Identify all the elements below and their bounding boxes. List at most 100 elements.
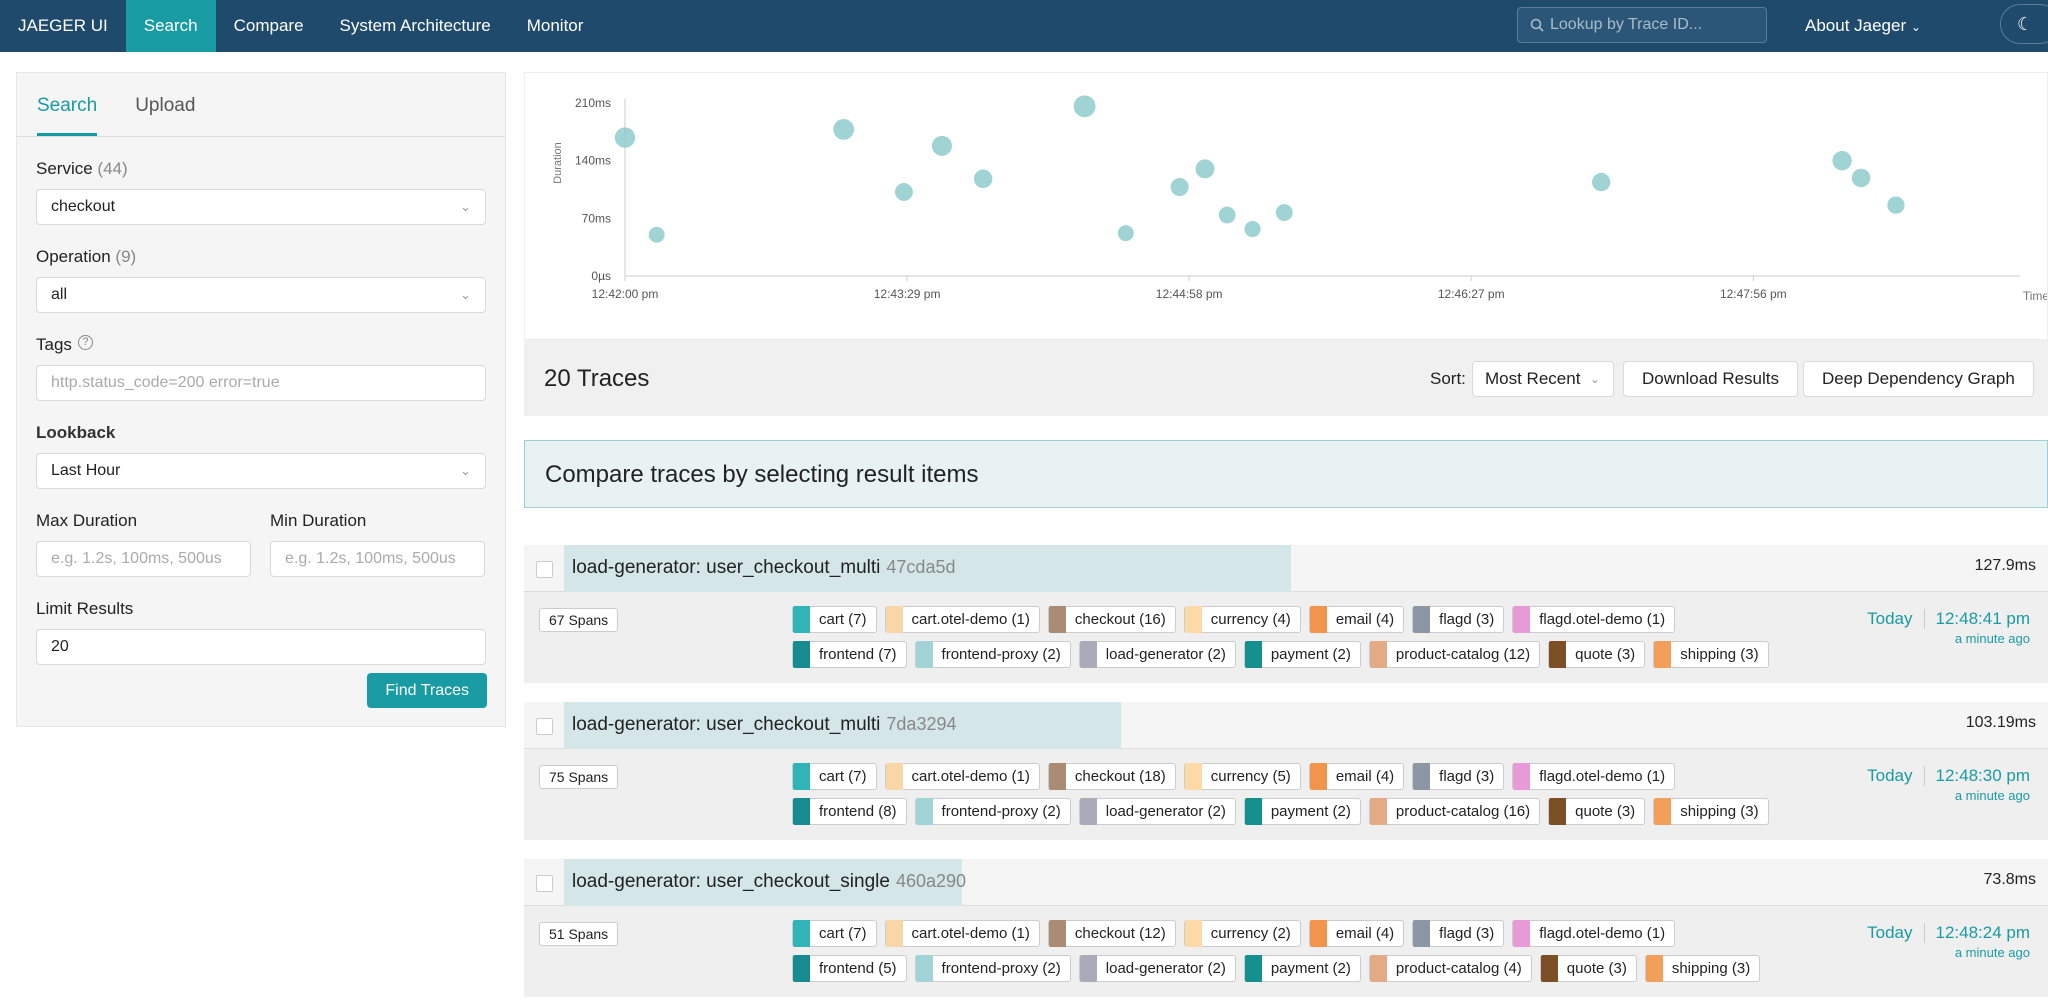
service-tag[interactable]: frontend (7) [792,641,907,668]
about-menu[interactable]: About Jaeger ⌄ [1805,0,1921,52]
service-tag[interactable]: flagd (3) [1412,606,1505,633]
trace-point[interactable] [1887,196,1905,214]
service-tag[interactable]: email (4) [1308,920,1405,947]
service-tag[interactable]: flagd (3) [1412,920,1505,947]
lookback-select[interactable]: Last Hour ⌄ [36,453,486,489]
tags-input[interactable]: http.status_code=200 error=true [36,365,486,401]
service-tag[interactable]: cart (7) [792,606,877,633]
service-tag-row: cart (7) cart.otel-demo (1) checkout (16) c… [792,606,1792,633]
service-tag[interactable]: flagd.otel-demo (1) [1512,763,1676,790]
trace-point[interactable] [931,135,952,156]
theme-toggle[interactable]: ☾ [2000,4,2048,44]
trace-header[interactable]: load-generator: user_checkout_single 460a… [524,859,2048,906]
trace-point[interactable] [833,118,855,140]
service-tag[interactable]: product-catalog (4) [1368,955,1532,982]
trace-point[interactable] [1218,206,1236,224]
service-tag[interactable]: cart.otel-demo (1) [884,606,1040,633]
service-tag[interactable]: email (4) [1308,763,1405,790]
trace-result[interactable]: load-generator: user_checkout_multi 47cda… [524,545,2048,683]
trace-point[interactable] [1275,204,1293,222]
service-tag[interactable]: frontend-proxy (2) [914,955,1071,982]
trace-id: 47cda5d [886,557,956,577]
trace-point[interactable] [1073,95,1096,118]
service-tag[interactable]: checkout (12) [1047,920,1176,947]
service-tag[interactable]: quote (3) [1548,641,1646,668]
trace-header[interactable]: load-generator: user_checkout_multi 7da32… [524,702,2048,749]
trace-point[interactable] [1170,177,1189,197]
service-tag[interactable]: quote (3) [1548,798,1646,825]
service-tag[interactable]: quote (3) [1539,955,1637,982]
service-tag[interactable]: flagd (3) [1412,763,1505,790]
operation-select[interactable]: all ⌄ [36,277,486,313]
select-checkbox[interactable] [536,561,553,578]
service-tag[interactable]: checkout (18) [1047,763,1176,790]
trace-point[interactable] [1592,172,1611,192]
nav-compare[interactable]: Compare [233,16,304,35]
service-tag[interactable]: load-generator (2) [1078,955,1236,982]
service-tag[interactable]: load-generator (2) [1078,641,1236,668]
trace-point[interactable] [894,183,913,201]
chevron-down-icon: ⌄ [460,463,471,478]
trace-point[interactable] [614,127,636,148]
service-tag[interactable]: cart.otel-demo (1) [884,763,1040,790]
trace-title[interactable]: load-generator: user_checkout_single 460a… [572,871,966,893]
tab-upload[interactable]: Upload [135,95,196,116]
min-duration-input[interactable]: e.g. 1.2s, 100ms, 500us [270,541,485,577]
trace-point[interactable] [1244,220,1261,238]
service-tag[interactable]: product-catalog (12) [1368,641,1541,668]
trace-point[interactable] [648,226,665,243]
service-tag[interactable]: currency (5) [1183,763,1301,790]
nav-system-architecture[interactable]: System Architecture [339,16,491,35]
nav-search[interactable]: Search [125,0,216,52]
service-tag[interactable]: email (4) [1308,606,1405,633]
select-checkbox[interactable] [536,875,553,892]
service-tag[interactable]: product-catalog (16) [1368,798,1541,825]
tab-search[interactable]: Search [37,73,98,136]
service-tag[interactable]: frontend-proxy (2) [914,641,1071,668]
trace-point[interactable] [973,169,993,189]
find-traces-button[interactable]: Find Traces [367,673,487,708]
limit-input[interactable]: 20 [36,629,486,665]
help-icon[interactable]: ? [77,335,93,350]
deep-dependency-graph-button[interactable]: Deep Dependency Graph [1803,361,2034,397]
trace-result[interactable]: load-generator: user_checkout_multi 7da32… [524,702,2048,840]
service-tag[interactable]: cart.otel-demo (1) [884,920,1040,947]
service-tag[interactable]: payment (2) [1243,955,1361,982]
trace-result[interactable]: load-generator: user_checkout_single 460a… [524,859,2048,997]
trace-title[interactable]: load-generator: user_checkout_multi 47cda… [572,557,955,579]
service-tag[interactable]: flagd.otel-demo (1) [1512,606,1676,633]
service-tag[interactable]: frontend (5) [792,955,907,982]
brand-logo[interactable]: JAEGER UI [18,16,108,35]
service-tag[interactable]: currency (4) [1183,606,1301,633]
service-tag-label: checkout (16) [1074,611,1166,628]
service-tag[interactable]: currency (2) [1183,920,1301,947]
service-select[interactable]: checkout ⌄ [36,189,486,225]
service-tag[interactable]: payment (2) [1243,798,1361,825]
service-tag[interactable]: shipping (3) [1644,955,1761,982]
trace-point[interactable] [1195,159,1215,179]
download-results-button[interactable]: Download Results [1623,361,1799,397]
service-tag-label: frontend (7) [819,646,897,663]
trace-id-input[interactable] [1550,16,1750,34]
select-checkbox[interactable] [536,718,553,735]
service-tag[interactable]: load-generator (2) [1078,798,1236,825]
nav-monitor[interactable]: Monitor [526,16,584,35]
service-tag[interactable]: checkout (16) [1047,606,1176,633]
trace-title[interactable]: load-generator: user_checkout_multi 7da32… [572,714,956,736]
trace-point[interactable] [1851,168,1871,188]
service-tag-label: currency (4) [1210,611,1291,628]
service-tag[interactable]: shipping (3) [1653,641,1769,668]
service-tag[interactable]: flagd.otel-demo (1) [1512,920,1676,947]
service-tag[interactable]: frontend (8) [792,798,907,825]
service-tag[interactable]: payment (2) [1243,641,1361,668]
service-tag[interactable]: shipping (3) [1653,798,1769,825]
service-tag-label: shipping (3) [1680,803,1759,820]
trace-point[interactable] [1117,225,1134,242]
service-tag[interactable]: frontend-proxy (2) [914,798,1071,825]
service-tag[interactable]: cart (7) [792,763,877,790]
max-duration-input[interactable]: e.g. 1.2s, 100ms, 500us [36,541,251,577]
sort-select[interactable]: Most Recent ⌄ [1472,361,1614,397]
service-tag[interactable]: cart (7) [792,920,877,947]
trace-point[interactable] [1832,151,1852,171]
trace-header[interactable]: load-generator: user_checkout_multi 47cda… [524,545,2048,592]
